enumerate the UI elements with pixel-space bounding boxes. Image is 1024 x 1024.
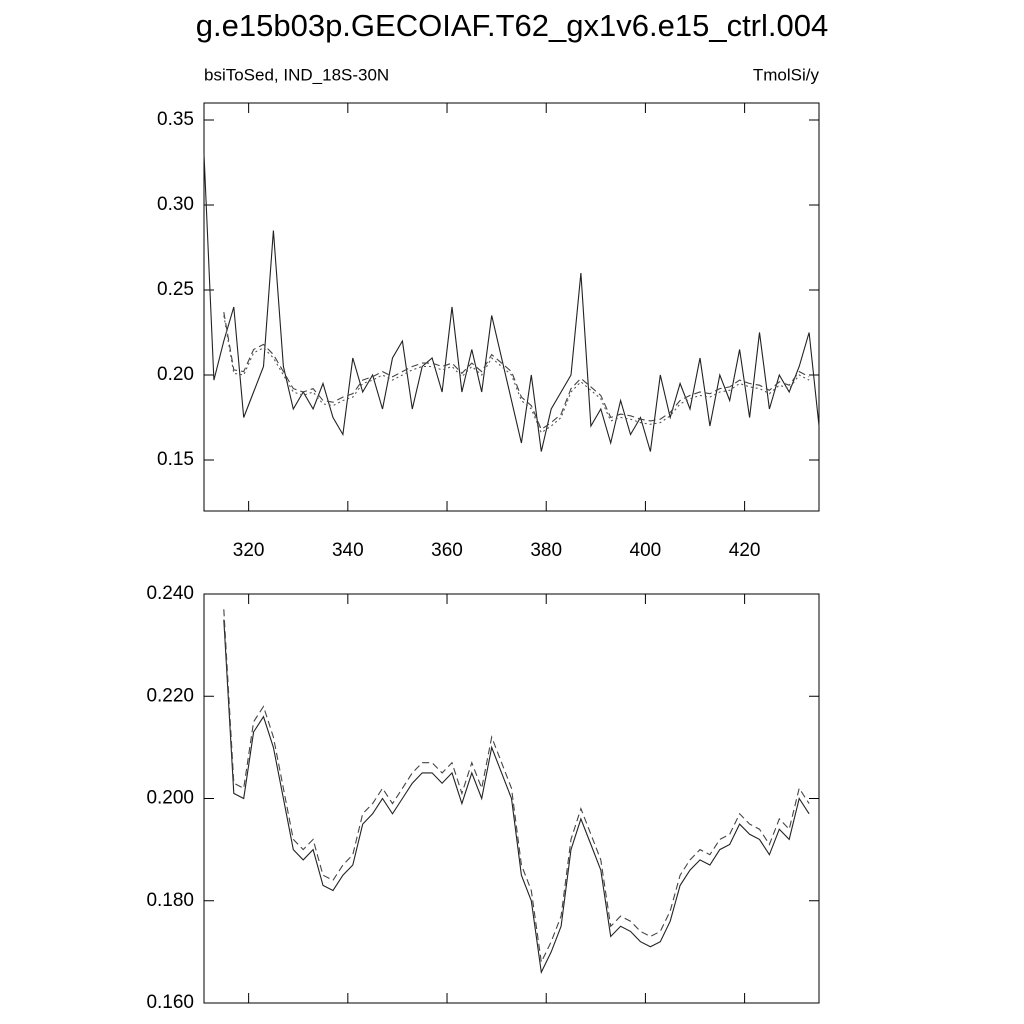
y-tick-label: 0.200 — [146, 788, 194, 809]
data-line — [223, 315, 810, 434]
data-line — [223, 609, 810, 964]
y-tick-label: 0.15 — [157, 449, 194, 470]
x-tick-label: 380 — [530, 540, 562, 561]
x-tick-label: 340 — [332, 540, 364, 561]
right-subtitle: TmolSi/y — [753, 65, 820, 84]
data-line — [223, 312, 810, 431]
y-tick-label: 0.240 — [146, 583, 194, 604]
data-line — [203, 153, 820, 452]
left-subtitle: bsiToSed, IND_18S-30N — [204, 65, 389, 84]
y-tick-label: 0.35 — [157, 109, 194, 130]
y-tick-label: 0.160 — [146, 992, 194, 1013]
y-tick-label: 0.25 — [157, 279, 194, 300]
y-tick-label: 0.220 — [146, 685, 194, 706]
y-tick-label: 0.30 — [157, 194, 194, 215]
data-line — [223, 619, 810, 975]
x-tick-label: 400 — [630, 540, 662, 561]
plot-frame — [203, 102, 820, 512]
chart-title: g.e15b03p.GECOIAF.T62_gx1v6.e15_ctrl.004 — [196, 8, 828, 43]
y-tick-label: 0.180 — [146, 890, 194, 911]
y-tick-label: 0.20 — [157, 364, 194, 385]
x-tick-label: 320 — [233, 540, 265, 561]
x-tick-label: 420 — [729, 540, 761, 561]
x-tick-label: 360 — [431, 540, 463, 561]
